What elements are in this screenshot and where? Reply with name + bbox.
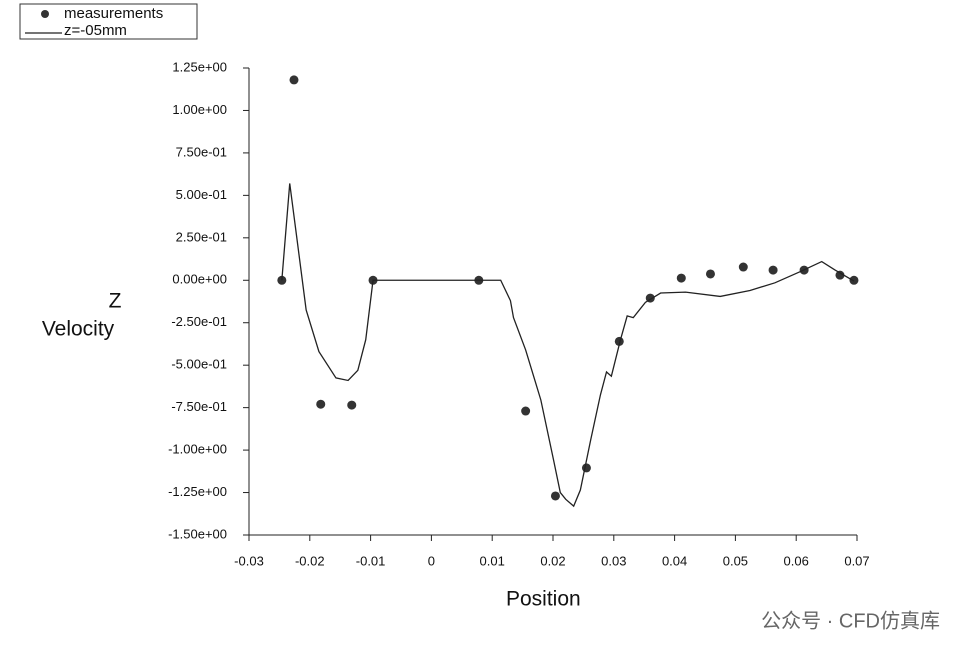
y-tick-label: 1.25e+00 (172, 59, 227, 74)
data-point (316, 399, 326, 409)
y-tick-label: -1.25e+00 (168, 484, 227, 499)
y-tick-label: 7.50e-01 (176, 144, 227, 159)
data-point (849, 275, 859, 285)
x-tick-label: -0.03 (234, 553, 264, 568)
data-point (550, 491, 560, 501)
x-tick-label: 0.05 (723, 553, 748, 568)
y-tick-label: 1.00e+00 (172, 102, 227, 117)
x-tick-label: 0.02 (540, 553, 565, 568)
data-point (705, 269, 715, 279)
data-point (835, 270, 845, 280)
x-tick-label: 0.03 (601, 553, 626, 568)
legend-swatch (41, 10, 49, 18)
y-tick-label: -5.00e-01 (171, 357, 227, 372)
x-tick-label: 0.07 (844, 553, 869, 568)
data-point (581, 463, 591, 473)
x-tick-label: 0.01 (480, 553, 505, 568)
y-axis-label: Velocity (42, 318, 115, 341)
data-line (281, 183, 855, 508)
x-tick-label: -0.02 (295, 553, 325, 568)
y-tick-label: -2.50e-01 (171, 314, 227, 329)
legend-label: measurements (64, 5, 163, 22)
x-tick-label: 0 (428, 553, 435, 568)
y-tick-label: -1.00e+00 (168, 442, 227, 457)
x-tick-label: 0.04 (662, 553, 687, 568)
x-tick-label: 0.06 (784, 553, 809, 568)
y-tick-label: -7.50e-01 (171, 399, 227, 414)
y-tick-label: 0.00e+00 (172, 272, 227, 287)
x-tick-label: -0.01 (356, 553, 386, 568)
data-point (614, 336, 624, 346)
legend-label: z=-05mm (64, 22, 127, 39)
legend-box (19, 3, 198, 40)
y-tick-label: 2.50e-01 (176, 229, 227, 244)
y-tick-label: 5.00e-01 (176, 187, 227, 202)
data-point (676, 273, 686, 283)
watermark: 公众号 · CFD仿真库 (761, 609, 940, 632)
data-point (347, 400, 357, 410)
data-point (738, 262, 748, 272)
y-tick-label: -1.50e+00 (168, 526, 227, 541)
data-point (768, 265, 778, 275)
data-point (521, 406, 531, 416)
data-point (289, 75, 299, 85)
y-axis-label: Z (109, 290, 122, 313)
x-axis-label: Position (506, 588, 581, 611)
